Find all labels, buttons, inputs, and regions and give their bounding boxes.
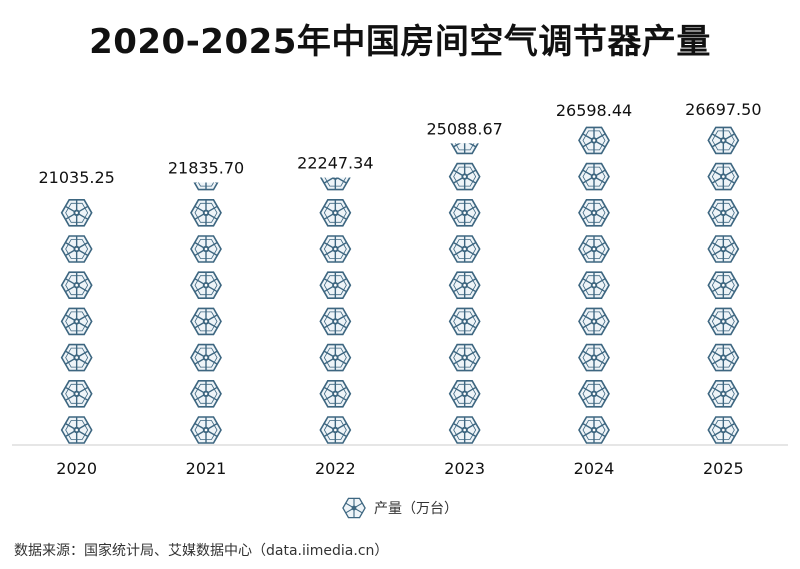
x-tick-label-2025: 2025 bbox=[703, 459, 744, 478]
x-tick-label-2022: 2022 bbox=[315, 459, 356, 478]
x-tick-label-2023: 2023 bbox=[444, 459, 485, 478]
data-label-2023: 25088.67 bbox=[426, 119, 502, 138]
legend: 产量（万台） bbox=[0, 496, 800, 520]
x-tick-label-2020: 2020 bbox=[56, 459, 97, 478]
bar-2020 bbox=[60, 199, 93, 444]
bar-2022 bbox=[319, 177, 352, 444]
data-label-2020: 21035.25 bbox=[38, 168, 114, 187]
bar-2025 bbox=[707, 126, 740, 444]
chart-title: 2020-2025年中国房间空气调节器产量 bbox=[89, 22, 711, 62]
source-note: 数据来源：国家统计局、艾媒数据中心（data.iimedia.cn） bbox=[14, 543, 389, 559]
data-label-2025: 26697.50 bbox=[685, 100, 761, 119]
legend-label: 产量（万台） bbox=[374, 501, 458, 517]
x-tick-label-2021: 2021 bbox=[186, 459, 227, 478]
data-label-2024: 26598.44 bbox=[556, 101, 632, 120]
data-label-2022: 22247.34 bbox=[297, 154, 373, 173]
bar-2021 bbox=[190, 182, 222, 444]
bar-2023 bbox=[448, 143, 481, 444]
snowflake-hexagon-icon bbox=[342, 497, 366, 519]
data-label-2021: 21835.70 bbox=[168, 158, 244, 177]
x-tick-label-2024: 2024 bbox=[574, 459, 615, 478]
bar-2024 bbox=[578, 126, 610, 444]
